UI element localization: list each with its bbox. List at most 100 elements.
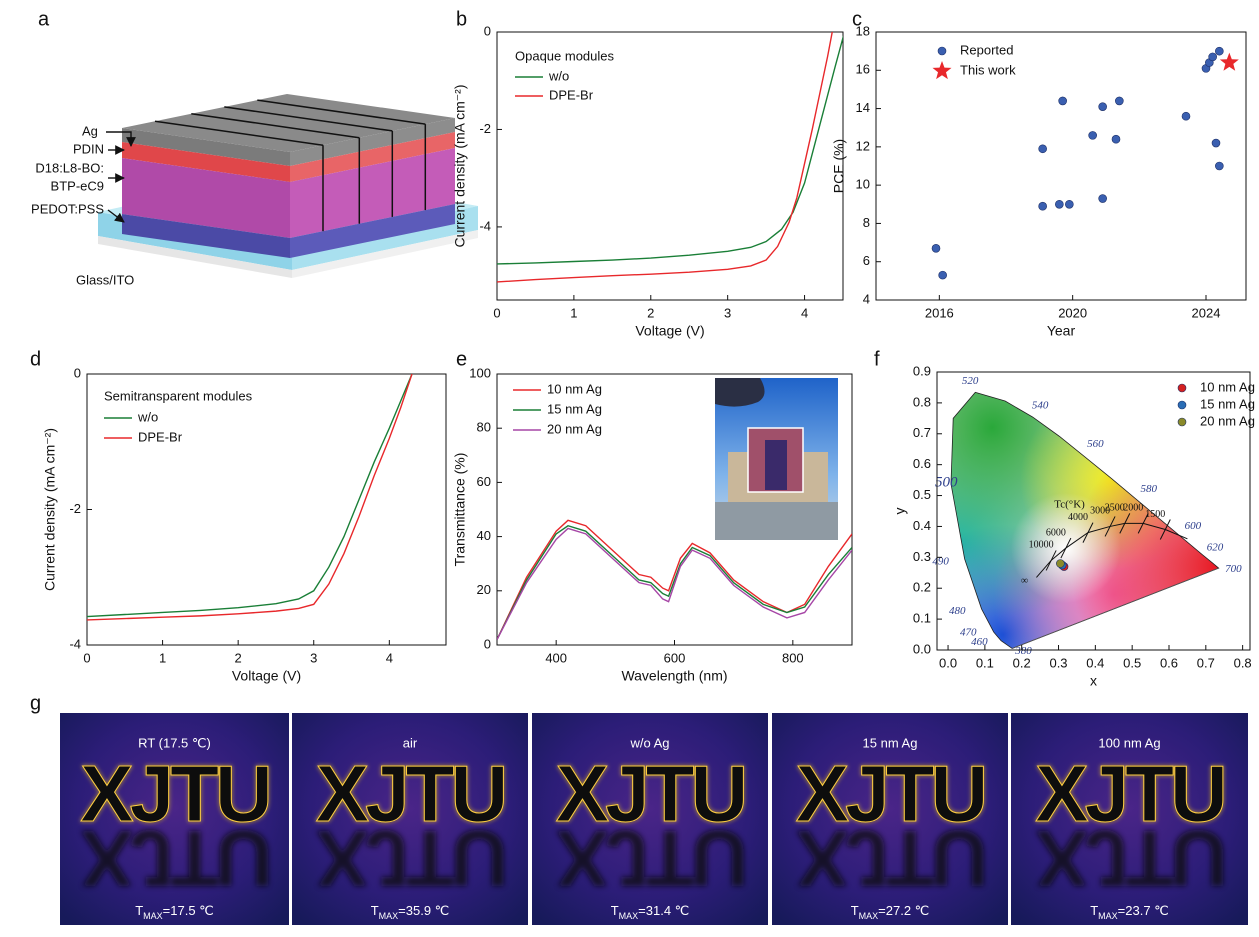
wavelength-label: 520: [962, 375, 979, 387]
x-tick-label: 400: [545, 650, 567, 665]
max-temperature-value: =27.2 ℃: [878, 903, 929, 918]
y-tick-label: 16: [856, 62, 870, 77]
data-point: [1065, 200, 1073, 208]
legend-label: Reported: [960, 42, 1013, 57]
layer-label: BTP-eC9: [51, 178, 104, 193]
layer-label: PEDOT:PSS: [31, 201, 104, 216]
thermal-panel: w/o AgXJTUXJTUTMAX=31.4 ℃: [532, 713, 768, 925]
data-point: [1099, 195, 1107, 203]
panel-label: b: [456, 8, 467, 30]
y-tick-label: -4: [479, 218, 491, 233]
logo: XJTU: [556, 749, 745, 838]
legend-label: w/o: [548, 68, 569, 83]
y-tick-label: 4: [863, 291, 870, 306]
layer-label: Glass/ITO: [76, 272, 134, 287]
temperature-label: 2000: [1123, 503, 1143, 514]
y-tick-label: 0.7: [913, 425, 931, 440]
y-tick-label: -2: [69, 501, 81, 516]
wavelength-label: 460: [971, 636, 988, 648]
temperature-label: 6000: [1046, 527, 1066, 538]
y-tick-label: 0.4: [913, 518, 931, 533]
x-tick-label: 2: [647, 305, 654, 320]
series-line: [497, 32, 845, 264]
y-axis-label: y: [892, 508, 908, 515]
legend-label: This work: [960, 62, 1016, 77]
y-tick-label: 0.8: [913, 394, 931, 409]
x-tick-label: 1: [570, 305, 577, 320]
max-temperature-subscript: MAX: [143, 911, 163, 921]
wavelength-label: 540: [1032, 400, 1049, 412]
max-temperature-value: =17.5 ℃: [163, 903, 214, 918]
legend-label: 15 nm Ag: [1200, 396, 1255, 411]
series-line: [87, 374, 412, 617]
wavelength-label: 580: [1140, 483, 1157, 495]
x-axis-label: x: [1090, 673, 1097, 689]
max-temperature-symbol: T: [611, 903, 619, 918]
data-point: [1055, 200, 1063, 208]
x-tick-label: 2016: [925, 305, 954, 320]
plot-area: [932, 47, 1239, 279]
y-tick-label: 0.9: [913, 363, 931, 378]
x-axis-label: Voltage (V): [232, 668, 301, 684]
max-temperature-subscript: MAX: [379, 911, 399, 921]
y-tick-label: 0.2: [913, 580, 931, 595]
temperature-label: 1500: [1145, 509, 1165, 520]
x-tick-label: 0.2: [1013, 655, 1031, 670]
x-tick-label: 3: [724, 305, 731, 320]
data-point: [1220, 53, 1239, 71]
chart: 012340-2-4Voltage (V)Current density (mA…: [42, 365, 446, 683]
data-point: [1059, 97, 1067, 105]
x-tick-label: 0: [493, 305, 500, 320]
data-point: [1039, 145, 1047, 153]
panel-label: f: [874, 348, 880, 370]
wavelength-label: 500: [935, 475, 958, 491]
x-tick-label: 1: [159, 650, 166, 665]
panel-label: g: [30, 692, 41, 714]
logo: XJTU: [1035, 749, 1224, 838]
x-tick-label: 4: [386, 650, 393, 665]
max-temperature-value: =23.7 ℃: [1118, 903, 1169, 918]
y-axis-label: PCE (%): [831, 139, 847, 193]
max-temperature-subscript: MAX: [619, 911, 639, 921]
series-line: [497, 32, 832, 282]
data-point: [1215, 47, 1223, 55]
data-point: [1039, 202, 1047, 210]
panel-label: e: [456, 348, 467, 370]
y-tick-label: 0.5: [913, 487, 931, 502]
wavelength-label: 700: [1225, 563, 1242, 575]
x-axis-label: Year: [1047, 323, 1076, 339]
data-point: [932, 244, 940, 252]
data-point: [1115, 97, 1123, 105]
x-tick-label: 600: [664, 650, 686, 665]
max-temperature-symbol: T: [851, 903, 859, 918]
max-temperature-symbol: T: [135, 903, 143, 918]
planckian-label: Tc(°K): [1054, 498, 1085, 510]
y-tick-label: 0.0: [913, 641, 931, 656]
temperature-label: ∞: [1021, 576, 1028, 587]
y-tick-label: 12: [856, 138, 870, 153]
plot-area: [87, 374, 412, 620]
legend-label: w/o: [137, 409, 158, 424]
y-tick-label: 40: [477, 528, 491, 543]
layer-label: D18:L8-BO:: [35, 160, 104, 175]
chart: 5205405605806006207005004904804704603801…: [802, 238, 1259, 745]
wavelength-label: 620: [1207, 542, 1224, 554]
y-tick-label: 0.6: [913, 456, 931, 471]
y-tick-label: 14: [856, 100, 870, 115]
logo: XJTU: [316, 749, 505, 838]
x-tick-label: 2024: [1192, 305, 1221, 320]
temperature-label: 4000: [1068, 512, 1088, 523]
y-tick-label: -2: [479, 121, 491, 136]
plot-frame: [876, 32, 1246, 300]
x-tick-label: 2020: [1058, 305, 1087, 320]
y-tick-label: 0.3: [913, 549, 931, 564]
max-temperature-subscript: MAX: [1098, 911, 1118, 921]
max-temperature-value: =35.9 ℃: [398, 903, 449, 918]
x-tick-label: 0.3: [1049, 655, 1067, 670]
legend-title: Opaque modules: [515, 48, 615, 63]
y-tick-label: 0: [74, 365, 81, 380]
y-tick-label: 100: [469, 365, 491, 380]
